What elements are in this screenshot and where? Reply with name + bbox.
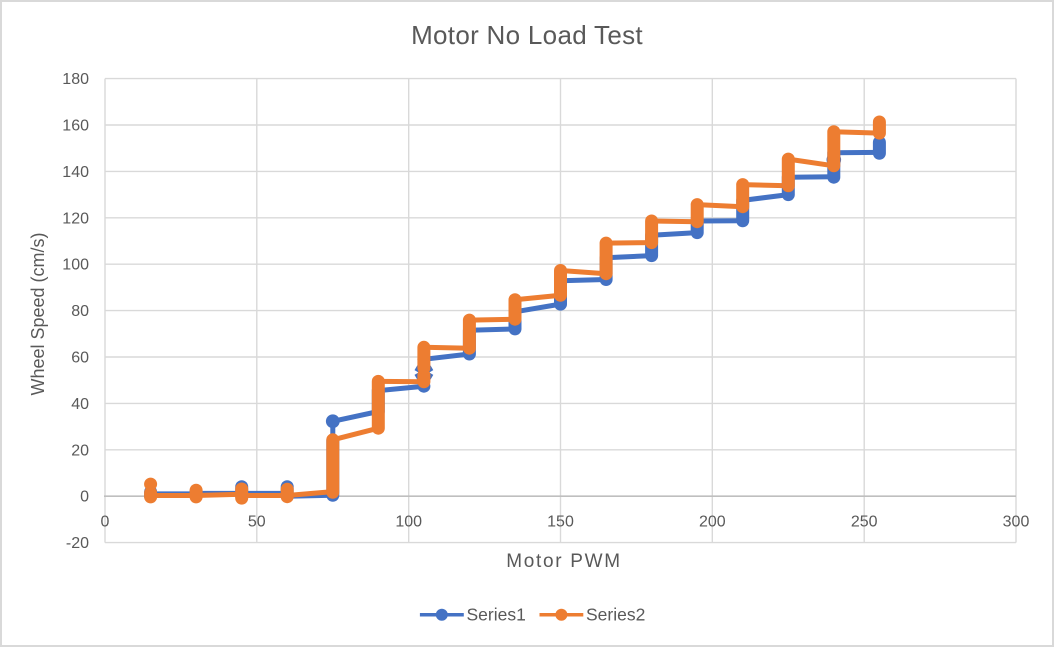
- svg-text:50: 50: [248, 514, 266, 531]
- svg-text:140: 140: [62, 164, 89, 181]
- svg-text:300: 300: [1003, 514, 1030, 531]
- svg-text:250: 250: [851, 514, 878, 531]
- svg-text:Series1: Series1: [467, 605, 526, 625]
- svg-text:100: 100: [62, 257, 89, 274]
- svg-text:20: 20: [71, 442, 89, 459]
- svg-text:160: 160: [62, 118, 89, 135]
- svg-text:150: 150: [547, 514, 574, 531]
- svg-text:Series2: Series2: [586, 605, 645, 625]
- svg-text:-20: -20: [66, 535, 89, 552]
- svg-text:80: 80: [71, 303, 89, 320]
- svg-text:0: 0: [80, 489, 89, 506]
- svg-text:180: 180: [62, 71, 89, 88]
- svg-text:60: 60: [71, 350, 89, 367]
- svg-text:Motor PWM: Motor PWM: [506, 551, 622, 572]
- svg-text:Motor No Load Test: Motor No Load Test: [411, 20, 643, 50]
- svg-text:100: 100: [395, 514, 422, 531]
- svg-text:120: 120: [62, 210, 89, 227]
- svg-text:40: 40: [71, 396, 89, 413]
- svg-text:200: 200: [699, 514, 726, 531]
- svg-text:0: 0: [101, 514, 110, 531]
- svg-text:Wheel Speed (cm/s): Wheel Speed (cm/s): [28, 232, 48, 395]
